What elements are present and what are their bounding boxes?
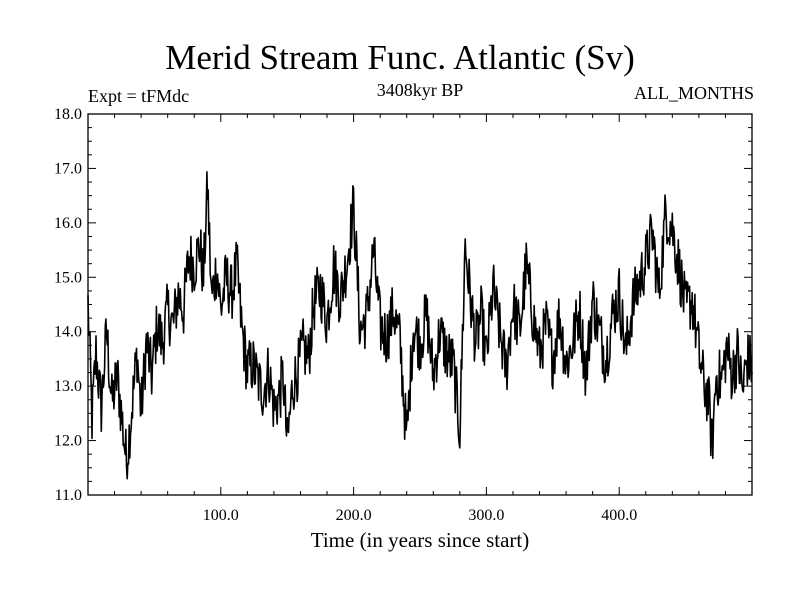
tick-layer: 11.0 12.0 13.0 14.0 15.0 16.0 17.0 18.0 100.0 200… bbox=[54, 106, 752, 524]
x-axis-label: Time (in years since start) bbox=[310, 528, 530, 552]
y-tick-label: 12.0 bbox=[54, 433, 82, 450]
y-tick-label: 17.0 bbox=[54, 160, 82, 177]
series-line bbox=[87, 171, 753, 480]
y-tick-label: 13.0 bbox=[54, 378, 82, 395]
x-tick-label: 100.0 bbox=[203, 507, 239, 524]
y-tick-label: 14.0 bbox=[54, 324, 82, 341]
experiment-label: Expt = tFMdc bbox=[88, 86, 190, 106]
y-tick-label: 11.0 bbox=[55, 487, 82, 504]
chart-title: Merid Stream Func. Atlantic (Sv) bbox=[165, 38, 635, 77]
series-layer bbox=[87, 171, 753, 480]
x-tick-label: 300.0 bbox=[468, 507, 504, 524]
plot-frame bbox=[87, 113, 753, 496]
months-label: ALL_MONTHS bbox=[634, 83, 754, 103]
period-label: 3408kyr BP bbox=[376, 80, 464, 100]
x-tick-label: 400.0 bbox=[601, 507, 637, 524]
y-tick-label: 15.0 bbox=[54, 269, 82, 286]
x-tick-label: 200.0 bbox=[336, 507, 372, 524]
y-tick-label: 18.0 bbox=[54, 106, 82, 123]
y-tick-label: 16.0 bbox=[54, 215, 82, 232]
